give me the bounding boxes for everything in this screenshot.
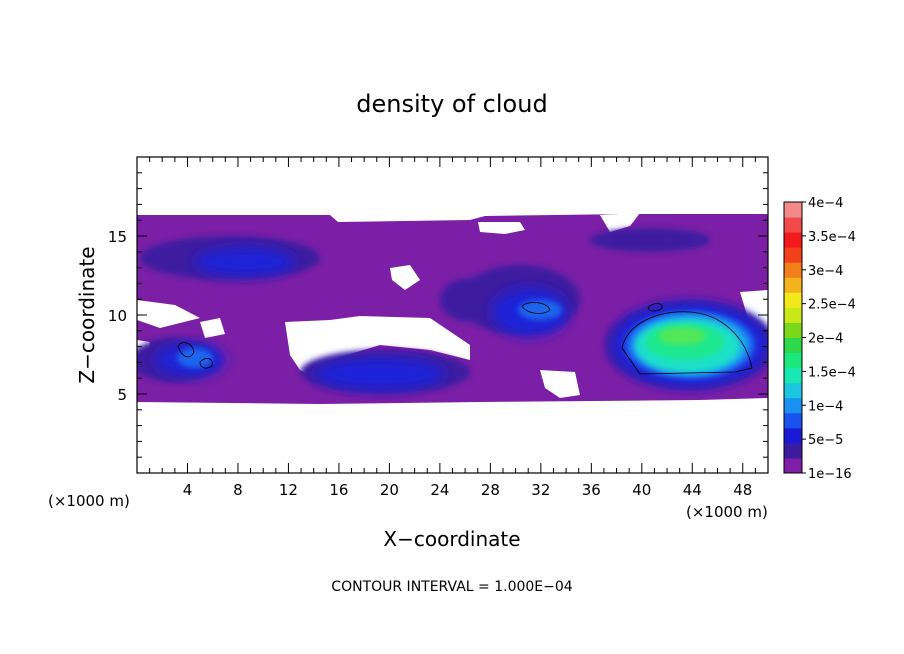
colorbar-label: 5e−5	[808, 433, 843, 448]
colorbar-swatch	[784, 352, 802, 369]
colorbar-swatch	[784, 412, 802, 429]
chart-title: density of cloud	[356, 90, 547, 118]
colorbar-swatch	[784, 367, 802, 384]
x-tick-label: 28	[481, 481, 500, 499]
colorbar-label: 2e−4	[808, 332, 843, 347]
colorbar-swatch	[784, 277, 802, 293]
colorbar-swatch	[784, 307, 802, 323]
x-tick-label: 32	[531, 481, 550, 499]
y-axis-ticks: 5 10 15	[108, 172, 768, 458]
x-tick-label: 12	[279, 481, 298, 499]
colorbar-swatch	[784, 382, 802, 399]
x-tick-label: 8	[233, 481, 243, 499]
x-tick-label: 36	[582, 481, 601, 499]
colorbar-swatch	[784, 232, 802, 248]
colorbar-swatch	[784, 322, 802, 338]
colorbar-label: 3e−4	[808, 264, 843, 279]
colorbar-label: 4e−4	[808, 196, 843, 211]
x-tick-label: 4	[183, 481, 193, 499]
colorbar-label: 1e−16	[808, 467, 852, 482]
x-axis-ticks: 4 8 12 16 20 24 28 32 36 40 44 48	[149, 157, 756, 499]
x-tick-label: 16	[329, 481, 348, 499]
x-tick-label: 24	[430, 481, 449, 499]
x-unit-left: (×1000 m)	[48, 492, 130, 510]
x-tick-label: 44	[683, 481, 702, 499]
colorbar: 1e−16 5e−5 1e−4 1.5e−4 2e−4 2.5e−4 3e−4 3.5e−4 4…	[783, 196, 856, 482]
y-tick-label: 5	[117, 386, 127, 404]
colorbar-label: 3.5e−4	[808, 230, 856, 245]
colorbar-swatch	[784, 262, 802, 278]
contour-lines	[177, 302, 753, 375]
colorbar-swatch	[784, 202, 802, 218]
y-tick-label: 10	[108, 307, 127, 325]
heatmap-field	[137, 213, 768, 404]
colorbar-swatch	[784, 427, 802, 444]
colorbar-swatch	[784, 397, 802, 414]
y-tick-label: 15	[108, 228, 127, 246]
colorbar-label: 2.5e−4	[808, 298, 856, 313]
colorbar-swatch	[784, 217, 802, 233]
x-tick-label: 48	[733, 481, 752, 499]
colorbar-label: 1e−4	[808, 399, 843, 414]
x-tick-label: 40	[632, 481, 651, 499]
cloud-level-7	[658, 327, 706, 345]
y-axis-label: Z−coordinate	[75, 246, 99, 383]
x-unit-right: (×1000 m)	[686, 503, 768, 521]
colorbar-swatch	[784, 247, 802, 263]
colorbar-swatch	[784, 337, 802, 354]
colorbar-swatch	[784, 442, 802, 459]
colorbar-swatch	[784, 292, 802, 308]
x-tick-label: 20	[380, 481, 399, 499]
colorbar-swatch	[784, 457, 802, 474]
contour-interval-footer: CONTOUR INTERVAL = 1.000E−04	[331, 579, 572, 595]
colorbar-label: 1.5e−4	[808, 365, 856, 380]
x-axis-label: X−coordinate	[383, 527, 520, 551]
